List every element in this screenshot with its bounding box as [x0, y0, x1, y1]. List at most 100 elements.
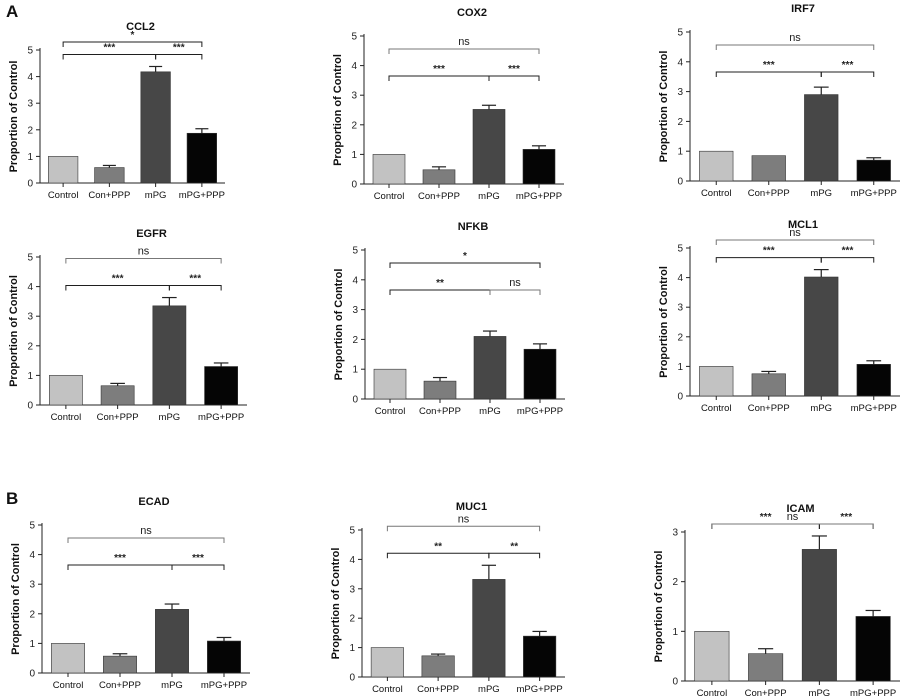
x-tick-label: Control [701, 403, 732, 414]
x-tick-label: mPG [810, 188, 832, 199]
significance-label: *** [842, 246, 854, 257]
y-axis-label: Proportion of Control [330, 548, 342, 660]
y-tick-label: 2 [27, 341, 33, 352]
x-tick-label: mPG+PPP [850, 688, 896, 699]
y-tick-label: 1 [351, 150, 357, 161]
significance-bracket [62, 41, 203, 47]
y-tick-label: 5 [677, 28, 683, 39]
significance-bracket [711, 523, 874, 529]
y-tick-label: 3 [27, 99, 33, 110]
x-tick-label: mPG+PPP [198, 412, 244, 423]
significance-label: ns [140, 525, 152, 537]
x-tick-label: mPG+PPP [201, 680, 247, 691]
significance-bracket [65, 258, 222, 264]
bar [801, 549, 837, 682]
significance-label: ** [510, 541, 518, 552]
significance-bracket [715, 71, 822, 77]
x-tick-label: Con+PPP [417, 684, 459, 695]
significance-bracket [818, 523, 874, 529]
chart-mcl1: MCL1 Proportion of Control 0 1 2 3 4 5 Control Co… [658, 219, 900, 414]
y-tick-label: 5 [349, 526, 355, 537]
y-tick-label: 4 [677, 273, 683, 284]
bar [373, 368, 407, 400]
significance-label: *** [433, 64, 445, 75]
y-axis-label: Proportion of Control [658, 51, 670, 163]
x-tick-label: Control [701, 188, 732, 199]
y-tick-label: 4 [349, 555, 355, 566]
x-tick-label: mPG [478, 191, 500, 202]
significance-label: * [131, 30, 135, 41]
y-tick-label: 3 [677, 87, 683, 98]
y-tick-label: 1 [27, 371, 33, 382]
significance-bracket [386, 552, 490, 559]
y-tick-label: 0 [29, 669, 35, 680]
significance-bracket [168, 285, 222, 291]
chart-title: CCL2 [126, 21, 155, 33]
significance-label: ** [434, 541, 442, 552]
y-tick-label: 1 [677, 362, 683, 373]
y-axis-label: Proportion of Control [658, 266, 670, 378]
y-tick-label: 0 [672, 677, 678, 688]
x-tick-label: mPG+PPP [517, 684, 563, 695]
y-tick-label: 5 [352, 246, 358, 257]
x-tick-label: Control [48, 190, 79, 201]
y-tick-label: 4 [29, 550, 35, 561]
y-tick-label: 0 [27, 179, 33, 190]
significance-bracket [386, 525, 541, 532]
panel-label-a: A [6, 2, 19, 21]
y-tick-label: 2 [27, 125, 33, 136]
significance-label: * [463, 251, 467, 262]
significance-label: ns [458, 36, 470, 48]
x-tick-label: Con+PPP [419, 406, 461, 417]
significance-label: *** [114, 553, 126, 564]
x-tick-label: mPG [161, 680, 183, 691]
bar [473, 336, 507, 400]
significance-bracket [711, 523, 820, 529]
x-tick-label: Control [51, 412, 82, 423]
chart-title: ICAM [786, 503, 814, 515]
x-tick-label: Con+PPP [748, 403, 790, 414]
chart-title: MCL1 [788, 219, 818, 231]
bar [699, 150, 734, 182]
bar [421, 655, 455, 678]
x-tick-label: Con+PPP [418, 191, 460, 202]
y-tick-label: 4 [351, 61, 357, 72]
bar [856, 159, 891, 182]
bar [207, 640, 241, 674]
y-tick-label: 1 [677, 147, 683, 158]
y-tick-label: 3 [672, 528, 678, 539]
significance-bracket [388, 48, 540, 54]
x-tick-label: mPG+PPP [851, 403, 897, 414]
bar [152, 305, 187, 406]
y-tick-label: 5 [351, 32, 357, 43]
significance-bracket [62, 53, 157, 60]
bar [155, 609, 189, 674]
x-tick-label: mPG+PPP [516, 191, 562, 202]
y-tick-label: 4 [352, 275, 358, 286]
bar [804, 276, 839, 397]
bar [49, 375, 83, 406]
significance-bracket [715, 44, 875, 50]
x-tick-label: mPG [145, 190, 167, 201]
significance-label: *** [760, 512, 772, 523]
x-tick-label: mPG [809, 688, 831, 699]
significance-label: *** [173, 42, 185, 53]
y-tick-label: 0 [677, 177, 683, 188]
bar [472, 579, 506, 678]
significance-label: *** [842, 60, 854, 71]
chart-cox2: COX2 Proportion of Control 0 1 2 3 4 5 Control Co… [332, 7, 564, 202]
bar [94, 167, 125, 184]
bar [751, 155, 786, 182]
x-tick-label: Con+PPP [745, 688, 787, 699]
x-tick-label: mPG+PPP [517, 406, 563, 417]
bar [523, 348, 557, 400]
y-axis-label: Proportion of Control [8, 61, 20, 173]
significance-bracket [65, 285, 170, 291]
bar [694, 631, 730, 682]
y-tick-label: 0 [349, 673, 355, 684]
x-tick-label: Control [375, 406, 406, 417]
y-tick-label: 2 [351, 120, 357, 131]
bar [523, 635, 557, 678]
chart-title: EGFR [136, 228, 167, 240]
y-tick-label: 4 [27, 72, 33, 83]
